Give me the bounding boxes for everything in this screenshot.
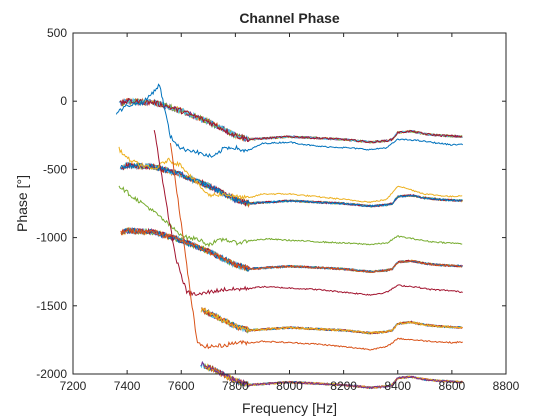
- y-tick-label: -1000: [36, 231, 67, 245]
- plot-area: [73, 33, 506, 374]
- phase-transition-trace: [153, 129, 463, 297]
- phase-trace: [120, 227, 462, 274]
- x-tick-label: 7200: [60, 379, 87, 393]
- x-axis-label: Frequency [Hz]: [242, 400, 337, 416]
- x-axis: 7200 7400 7600 7800 8000 8200 8400 8600 8800: [60, 33, 520, 393]
- phase-trace: [119, 97, 463, 144]
- series-layer: [115, 83, 464, 390]
- y-tick-label: -500: [43, 162, 67, 176]
- phase-trace: [121, 227, 463, 273]
- x-tick-label: 8000: [276, 379, 303, 393]
- x-tick-label: 7600: [168, 379, 195, 393]
- phase-transition-trace: [115, 83, 463, 158]
- y-tick-label: 500: [47, 26, 67, 40]
- y-tick-label: -2000: [36, 367, 67, 381]
- y-tick-label: -1500: [36, 299, 67, 313]
- phase-trace: [200, 307, 463, 335]
- y-tick-label: 0: [60, 94, 67, 108]
- phase-trace: [200, 360, 463, 389]
- x-tick-label: 7800: [222, 379, 249, 393]
- phase-transition-trace: [118, 146, 463, 204]
- chart-title: Channel Phase: [239, 10, 340, 26]
- x-tick-label: 8200: [330, 379, 357, 393]
- x-tick-label: 8800: [493, 379, 520, 393]
- y-axis-label: Phase [°]: [14, 175, 30, 232]
- phase-transition-trace: [118, 185, 463, 248]
- y-axis: 500 0 -500 -1000 -1500 -2000: [36, 26, 506, 381]
- x-tick-label: 7400: [114, 379, 141, 393]
- x-tick-label: 8600: [439, 379, 466, 393]
- phase-transition-trace: [169, 143, 463, 351]
- phase-trace: [119, 161, 463, 208]
- x-tick-label: 8400: [384, 379, 411, 393]
